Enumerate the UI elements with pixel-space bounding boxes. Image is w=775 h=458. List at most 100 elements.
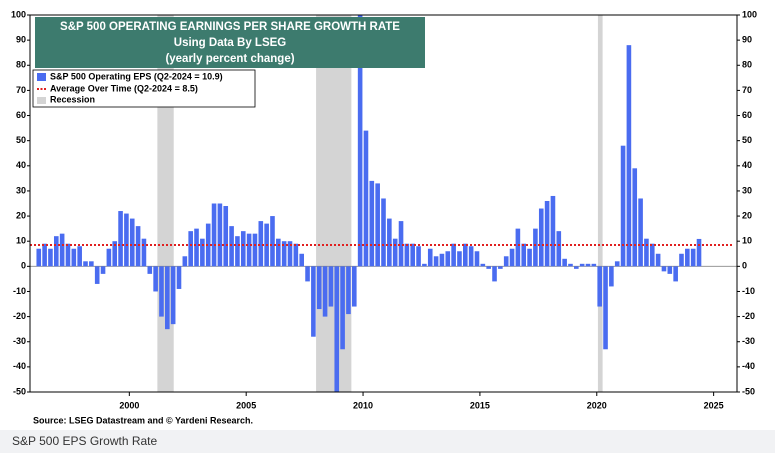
caption: S&P 500 EPS Growth Rate — [12, 434, 158, 448]
legend — [32, 69, 256, 108]
x-tick-label: 2020 — [587, 400, 607, 410]
bar — [129, 218, 135, 267]
bar — [568, 263, 573, 267]
bar — [135, 226, 141, 267]
bar — [89, 261, 94, 267]
source: Source: LSEG Datastream and © Yardeni Re… — [33, 415, 253, 425]
y-tick-label: 40 — [742, 160, 752, 170]
bar — [287, 241, 293, 267]
bar — [468, 246, 474, 267]
bar — [591, 263, 597, 267]
y-tick-label: 90 — [16, 35, 26, 45]
bar — [603, 266, 608, 350]
y-tick-label: -50 — [13, 386, 26, 396]
chart-title: S&P 500 OPERATING EARNINGS PER SHARE GRO… — [60, 21, 400, 33]
bar — [211, 203, 217, 267]
bar — [451, 243, 456, 267]
bar — [311, 266, 316, 337]
bar — [375, 183, 380, 267]
bar — [387, 218, 392, 267]
bar — [463, 243, 468, 267]
bar — [562, 258, 567, 267]
recession-band — [316, 15, 352, 392]
bar — [679, 253, 684, 267]
y-tick-label: 90 — [742, 35, 752, 45]
bar — [363, 130, 369, 267]
bar — [118, 211, 123, 267]
bar — [94, 266, 100, 284]
bar — [498, 266, 503, 269]
bar — [53, 236, 59, 267]
bar — [334, 266, 340, 392]
bar — [281, 241, 287, 267]
bar — [579, 263, 585, 267]
bar — [141, 238, 147, 267]
bar — [550, 195, 556, 267]
bar — [492, 266, 497, 282]
y-tick-label: 10 — [16, 236, 26, 246]
bar — [626, 45, 632, 267]
y-tick-label: 70 — [742, 85, 752, 95]
bar — [229, 226, 234, 267]
plot-area — [30, 15, 737, 392]
x-tick-label: 2015 — [470, 400, 490, 410]
y-tick-label: 70 — [16, 85, 26, 95]
legend-swatch — [37, 97, 46, 104]
bar — [276, 238, 281, 267]
bar — [696, 238, 702, 267]
bar — [59, 233, 65, 267]
bar — [217, 203, 223, 267]
bar — [486, 266, 491, 269]
bar — [322, 266, 328, 317]
bar — [124, 213, 129, 267]
y-tick-label: 60 — [16, 110, 26, 120]
bar — [351, 266, 357, 307]
bar — [439, 253, 445, 267]
y-tick-label: 50 — [742, 135, 752, 145]
y-tick-label: -10 — [13, 286, 26, 296]
bar — [457, 251, 462, 267]
legend-label: Average Over Time (Q2-2024 = 8.5) — [50, 83, 198, 93]
bar — [667, 266, 673, 274]
bar — [655, 253, 661, 267]
y-tick-label: 0 — [742, 261, 747, 271]
x-tick-label: 2005 — [236, 400, 256, 410]
bar — [509, 248, 515, 267]
y-tick-label: 40 — [16, 160, 26, 170]
bar — [270, 216, 275, 267]
bar — [153, 266, 158, 292]
legend-label: Recession — [50, 94, 95, 104]
bar — [112, 241, 118, 267]
y-tick-label: 60 — [742, 110, 752, 120]
y-tick-label: 10 — [742, 236, 752, 246]
bar — [188, 231, 193, 267]
bar — [427, 248, 433, 267]
y-tick-label: 30 — [742, 185, 752, 195]
bar — [474, 251, 480, 267]
bar — [503, 256, 509, 267]
y-tick-label: -10 — [742, 286, 755, 296]
bar — [357, 15, 363, 267]
bar — [527, 248, 532, 267]
y-tick-label: -20 — [742, 311, 755, 321]
bar — [620, 145, 626, 267]
bar — [235, 236, 240, 267]
bar — [223, 206, 229, 267]
bar — [638, 198, 643, 267]
legend-swatch — [37, 73, 46, 81]
bar — [556, 231, 562, 267]
bar — [36, 248, 42, 267]
y-tick-label: -20 — [13, 311, 26, 321]
y-tick-label: -30 — [742, 336, 755, 346]
y-tick-label: -40 — [13, 361, 26, 371]
bar — [316, 266, 322, 310]
y-tick-label: 100 — [742, 9, 757, 19]
chart-subtitle: Using Data By LSEG — [174, 37, 287, 49]
x-tick-label: 2025 — [704, 400, 724, 410]
bar — [182, 256, 188, 267]
y-tick-label: 80 — [16, 60, 26, 70]
bar — [299, 253, 304, 267]
bar — [533, 228, 538, 267]
bar — [614, 261, 620, 267]
bar — [328, 266, 334, 307]
